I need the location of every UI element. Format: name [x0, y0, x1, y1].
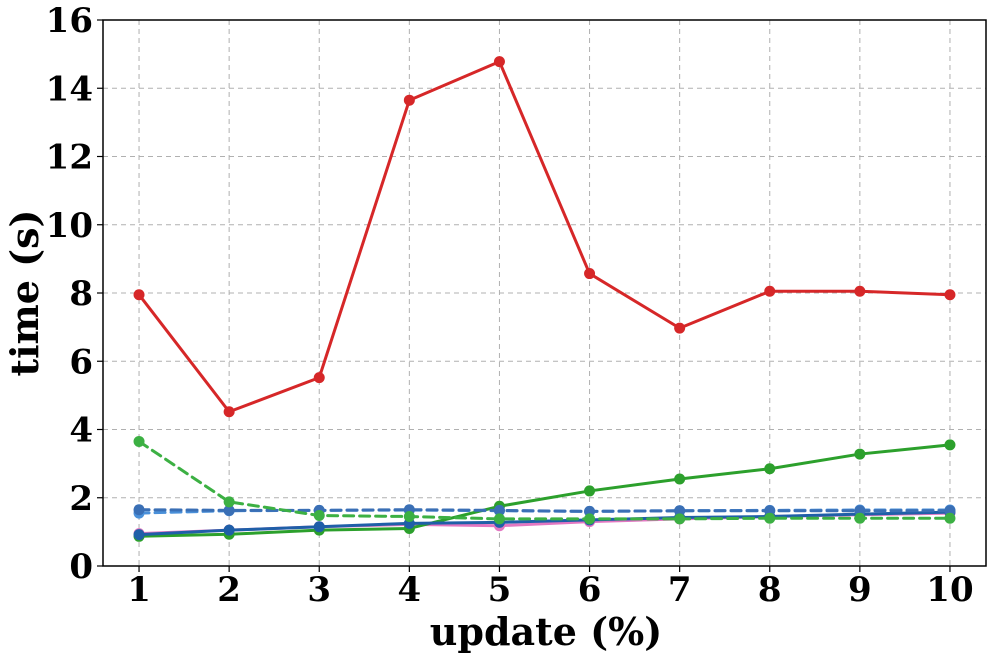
y-axis-title: time (s)	[2, 210, 47, 377]
data-point	[764, 512, 776, 524]
data-point	[223, 504, 235, 516]
data-point	[584, 485, 596, 497]
y-tick-label: 6	[69, 342, 93, 382]
data-point	[764, 285, 776, 297]
data-point	[944, 439, 956, 451]
y-tick-label: 12	[46, 138, 93, 178]
x-tick-label: 6	[578, 570, 602, 610]
data-point	[854, 448, 866, 460]
x-tick-label: 7	[668, 570, 692, 610]
series-line	[137, 439, 952, 521]
series-line	[137, 508, 952, 513]
data-point	[223, 406, 235, 418]
data-point	[133, 529, 145, 541]
x-tick-label: 4	[398, 570, 422, 610]
y-tick-label: 8	[69, 274, 93, 314]
data-point	[223, 496, 235, 508]
x-tick-label: 8	[758, 570, 782, 610]
data-point	[223, 524, 235, 536]
y-tick-label: 4	[69, 411, 93, 451]
data-point	[674, 473, 686, 485]
x-axis-title: update (%)	[430, 609, 662, 654]
x-tick-label: 5	[488, 570, 512, 610]
series-3	[133, 56, 956, 418]
series-4	[133, 439, 956, 542]
data-point	[584, 513, 596, 525]
series-line	[137, 60, 952, 414]
x-tick-label: 10	[926, 570, 973, 610]
data-point	[493, 56, 505, 68]
x-tick-label: 2	[217, 570, 241, 610]
data-point	[854, 285, 866, 297]
data-point	[584, 268, 596, 280]
data-point	[493, 504, 505, 516]
grid	[103, 19, 986, 567]
data-point	[133, 504, 145, 516]
y-tick-label: 2	[69, 479, 93, 519]
series-layer	[133, 56, 956, 542]
data-point	[944, 512, 956, 524]
x-tick-label: 9	[848, 570, 872, 610]
data-point	[403, 94, 415, 106]
x-tick-label: 3	[307, 570, 331, 610]
data-point	[854, 512, 866, 524]
data-point	[313, 372, 325, 384]
y-tick-label: 0	[69, 547, 93, 587]
data-point	[313, 521, 325, 533]
y-tick-label: 16	[46, 1, 93, 41]
series-7	[133, 435, 956, 525]
data-point	[764, 463, 776, 475]
data-point	[133, 289, 145, 301]
data-point	[403, 511, 415, 523]
data-point	[674, 505, 686, 517]
data-point	[944, 289, 956, 301]
data-point	[674, 513, 686, 525]
data-point	[674, 322, 686, 334]
y-tick-label: 14	[46, 69, 93, 109]
data-point	[133, 435, 145, 447]
x-tick-label: 1	[127, 570, 151, 610]
series-line	[137, 443, 952, 538]
series-line	[137, 510, 952, 537]
y-tick-label: 10	[46, 206, 93, 246]
data-point	[493, 513, 505, 525]
data-point	[313, 509, 325, 521]
